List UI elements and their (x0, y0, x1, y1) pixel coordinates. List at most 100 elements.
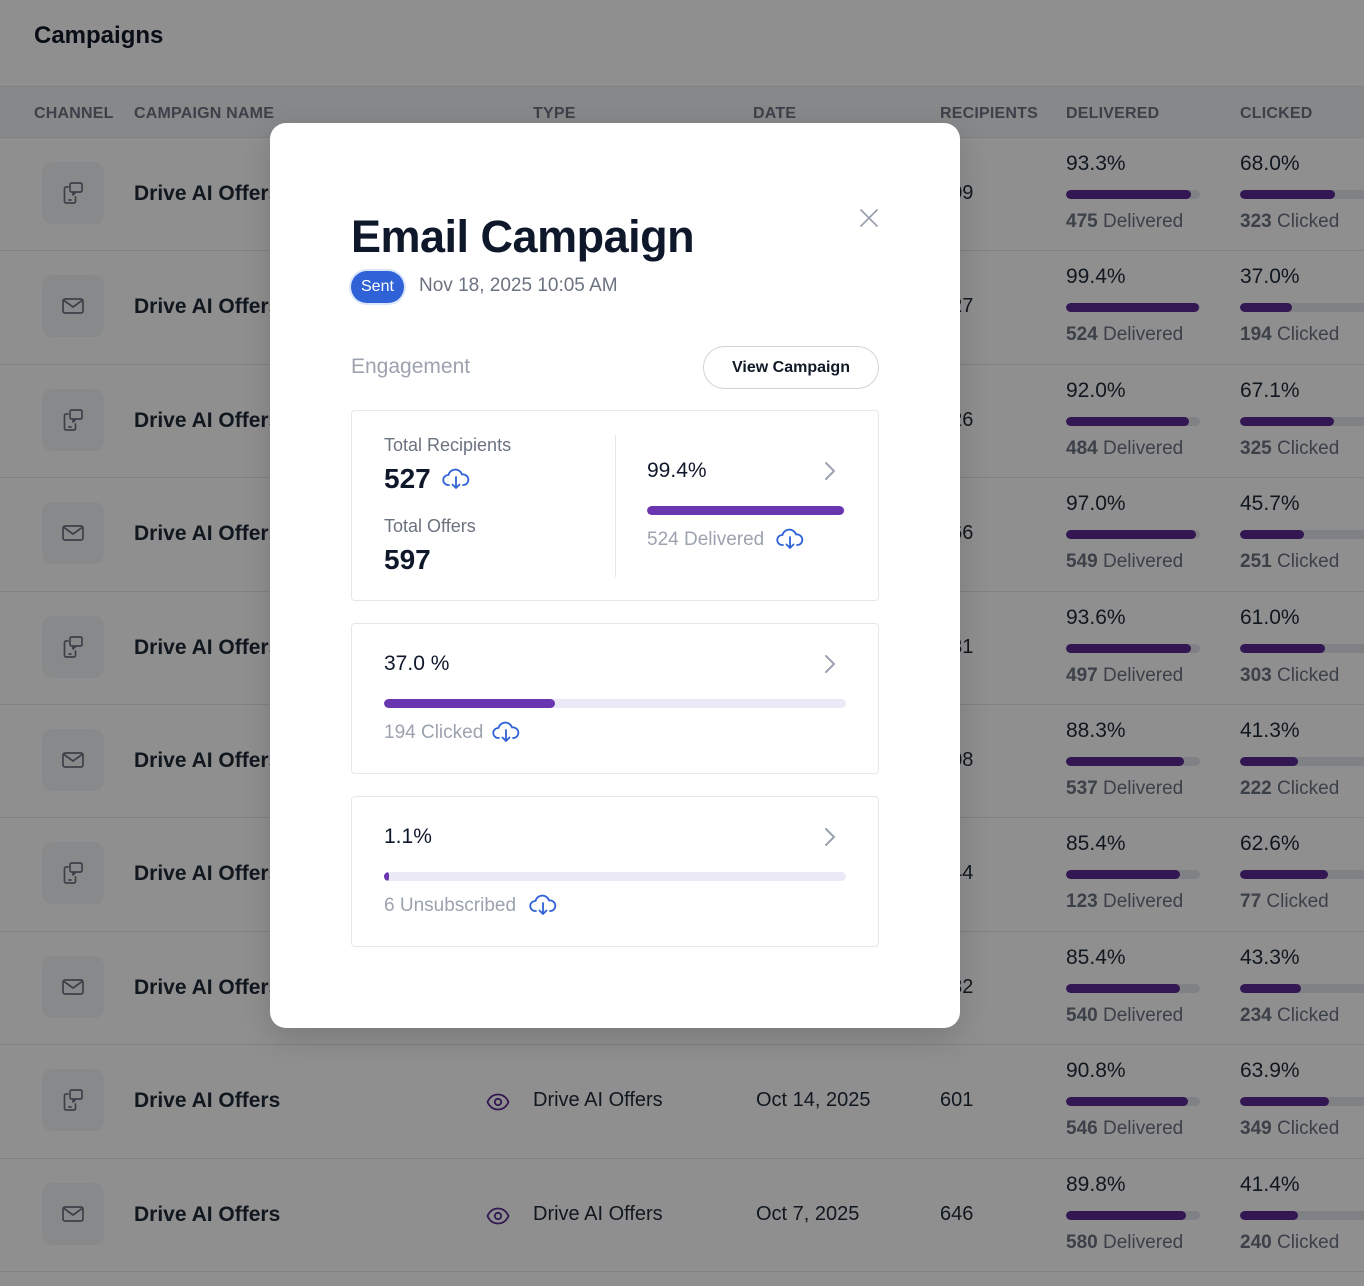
campaign-name[interactable]: Drive AI Offers (134, 1089, 281, 1113)
chevron-right-icon[interactable] (823, 654, 837, 674)
clicked-bar-fill (1240, 190, 1336, 199)
delivered-count: 580 Delivered (1066, 1231, 1184, 1253)
clicked-bar (1240, 303, 1364, 313)
header-clicked[interactable]: CLICKED (1240, 105, 1313, 122)
clicked-bar-fill (1240, 1210, 1298, 1220)
preview-eye-icon[interactable] (486, 1204, 510, 1228)
header-recipients[interactable]: RECIPIENTS (940, 105, 1039, 122)
delivered-count: 546 Delivered (1066, 1118, 1184, 1140)
page-title: Campaigns (34, 22, 164, 49)
table-row[interactable]: Drive AI Offers Drive AI Offers Oct 14, 20… (0, 1045, 1364, 1159)
clicked-progress-bar (384, 699, 846, 708)
clicked-percent: 41.3% (1240, 718, 1300, 742)
clicked-percent: 45.7% (1240, 492, 1300, 516)
delivered-progress-fill (647, 506, 844, 515)
campaign-name[interactable]: Drive AI Offers (134, 182, 281, 205)
campaign-name[interactable]: Drive AI Offers (134, 862, 281, 886)
preview-eye-icon[interactable] (486, 1090, 510, 1114)
clicked-bar-fill (1240, 983, 1301, 993)
total-recipients-label: Total Recipients (384, 435, 512, 455)
clicked-percent: 43.3% (1240, 945, 1300, 969)
campaign-date: Oct 7, 2025 (756, 1202, 860, 1225)
delivered-count: 549 Delivered (1066, 551, 1184, 573)
email-campaign-modal: Email Campaign Sent Nov 18, 2025 10:05 A… (270, 123, 960, 1028)
header-campaign-name[interactable]: CAMPAIGN NAME (134, 105, 275, 122)
email-icon (42, 1182, 104, 1245)
clicked-count: 349 Clicked (1240, 1118, 1340, 1140)
delivered-percent: 89.8% (1066, 1172, 1126, 1196)
clicked-percent: 37.0% (1240, 265, 1300, 289)
delivered-percent: 97.0% (1066, 492, 1126, 516)
view-campaign-button[interactable]: View Campaign (703, 346, 879, 389)
header-type[interactable]: TYPE (533, 105, 576, 122)
clicked-bar (1240, 756, 1364, 766)
clicked-progress-fill (384, 699, 555, 708)
campaign-name[interactable]: Drive AI Offers (134, 975, 281, 999)
delivered-metric: 99.4% 524 Delivered (1066, 265, 1206, 346)
clicked-bar (1240, 416, 1364, 426)
clicked-count: 234 Clicked (1240, 1004, 1340, 1026)
header-channel[interactable]: CHANNEL (34, 105, 114, 122)
header-delivered[interactable]: DELIVERED (1066, 105, 1160, 122)
summary-divider (615, 435, 616, 577)
campaign-date: Oct 14, 2025 (756, 1089, 871, 1112)
unsubscribed-count-text: 6 Unsubscribed (384, 895, 517, 916)
clicked-metric: 63.9% 349 Clicked (1240, 1059, 1364, 1140)
clicked-metric: 68.0% 323 Clicked (1240, 152, 1364, 233)
delivered-progress-bar (647, 506, 845, 515)
delivered-percent: 92.0% (1066, 378, 1126, 402)
engagement-label: Engagement (351, 355, 471, 378)
delivered-metric: 93.6% 497 Delivered (1066, 606, 1206, 687)
delivered-bar-fill (1066, 1097, 1188, 1107)
delivered-bar (1066, 983, 1200, 993)
campaign-name[interactable]: Drive AI Offers (134, 522, 281, 546)
total-offers-value: 597 (384, 544, 431, 575)
sms-icon (42, 615, 104, 678)
clicked-bar-fill (1240, 303, 1292, 313)
chevron-right-icon[interactable] (823, 827, 837, 847)
delivered-bar-fill (1066, 303, 1200, 313)
delivered-bar (1066, 1210, 1200, 1220)
delivered-percent: 85.4% (1066, 832, 1126, 856)
clicked-count: 323 Clicked (1240, 211, 1340, 232)
delivered-count: 524 Delivered (1066, 324, 1184, 346)
clicked-bar (1240, 870, 1364, 880)
campaign-name[interactable]: Drive AI Offers (134, 408, 281, 432)
cloud-download-icon[interactable] (529, 894, 557, 916)
campaign-name[interactable]: Drive AI Offers (134, 748, 281, 772)
clicked-metric: 62.6% 77 Clicked (1240, 832, 1364, 913)
delivered-bar-fill (1066, 870, 1181, 880)
campaign-name[interactable]: Drive AI Offers (134, 1202, 281, 1226)
clicked-bar-fill (1240, 756, 1298, 766)
clicked-percent: 61.0% (1240, 605, 1300, 629)
clicked-metric: 61.0% 303 Clicked (1240, 606, 1364, 687)
close-icon[interactable] (858, 207, 880, 229)
delivered-bar (1066, 870, 1200, 880)
cloud-download-icon[interactable] (492, 721, 520, 743)
campaign-name[interactable]: Drive AI Offers (134, 635, 281, 659)
cloud-download-icon[interactable] (776, 528, 804, 550)
total-offers-label: Total Offers (384, 516, 476, 536)
table-row[interactable]: Drive AI Offers Drive AI Offers Oct 7, 202… (0, 1158, 1364, 1272)
clicked-metric: 45.7% 251 Clicked (1240, 492, 1364, 573)
delivered-bar-fill (1066, 756, 1185, 766)
campaign-type: Drive AI Offers (533, 1202, 663, 1225)
chevron-right-icon[interactable] (823, 461, 837, 481)
cloud-download-icon[interactable] (442, 468, 470, 490)
clicked-bar-fill (1240, 1097, 1330, 1107)
delivered-bar-fill (1066, 190, 1192, 199)
campaign-name[interactable]: Drive AI Offers (134, 295, 281, 319)
clicked-percent: 68.0% (1240, 152, 1300, 175)
header-date[interactable]: DATE (753, 105, 797, 122)
unsubscribed-card: 1.1% 6 Unsubscribed (351, 796, 879, 947)
delivered-metric: 89.8% 580 Delivered (1066, 1173, 1206, 1254)
clicked-card: 37.0 % 194 Clicked (351, 623, 879, 774)
unsubscribed-progress-fill (384, 872, 390, 881)
clicked-bar (1240, 190, 1364, 199)
clicked-count: 325 Clicked (1240, 437, 1340, 459)
clicked-bar-fill (1240, 870, 1328, 880)
summary-card: Total Recipients 527 Total Offers 597 99… (351, 410, 879, 601)
sms-icon (42, 842, 104, 905)
unsubscribed-progress-bar (384, 872, 846, 881)
delivered-count: 484 Delivered (1066, 437, 1184, 459)
